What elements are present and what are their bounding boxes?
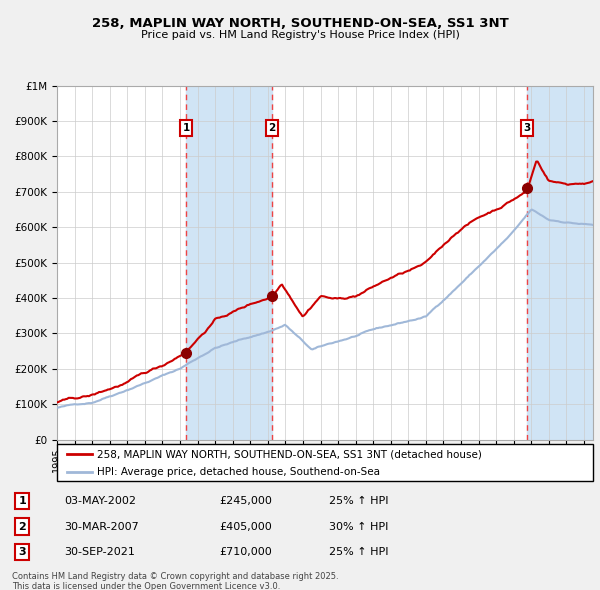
Text: Contains HM Land Registry data © Crown copyright and database right 2025.: Contains HM Land Registry data © Crown c… xyxy=(12,572,338,581)
Text: 30-MAR-2007: 30-MAR-2007 xyxy=(64,522,139,532)
Text: 3: 3 xyxy=(19,547,26,557)
Text: 258, MAPLIN WAY NORTH, SOUTHEND-ON-SEA, SS1 3NT (detached house): 258, MAPLIN WAY NORTH, SOUTHEND-ON-SEA, … xyxy=(97,449,482,459)
Text: 1: 1 xyxy=(182,123,190,133)
Bar xyxy=(186,86,272,440)
Text: 03-MAY-2002: 03-MAY-2002 xyxy=(64,496,136,506)
Text: 1: 1 xyxy=(19,496,26,506)
Text: £405,000: £405,000 xyxy=(220,522,272,532)
Text: 258, MAPLIN WAY NORTH, SOUTHEND-ON-SEA, SS1 3NT: 258, MAPLIN WAY NORTH, SOUTHEND-ON-SEA, … xyxy=(92,17,508,30)
Text: £245,000: £245,000 xyxy=(220,496,272,506)
Text: This data is licensed under the Open Government Licence v3.0.: This data is licensed under the Open Gov… xyxy=(12,582,280,590)
Text: 30% ↑ HPI: 30% ↑ HPI xyxy=(329,522,388,532)
Text: 3: 3 xyxy=(523,123,530,133)
Text: 25% ↑ HPI: 25% ↑ HPI xyxy=(329,547,388,557)
Bar xyxy=(527,86,593,440)
FancyBboxPatch shape xyxy=(57,444,593,481)
Text: Price paid vs. HM Land Registry's House Price Index (HPI): Price paid vs. HM Land Registry's House … xyxy=(140,30,460,40)
Text: 25% ↑ HPI: 25% ↑ HPI xyxy=(329,496,388,506)
Text: 2: 2 xyxy=(269,123,276,133)
Text: 2: 2 xyxy=(19,522,26,532)
Text: 30-SEP-2021: 30-SEP-2021 xyxy=(64,547,135,557)
Text: £710,000: £710,000 xyxy=(220,547,272,557)
Text: HPI: Average price, detached house, Southend-on-Sea: HPI: Average price, detached house, Sout… xyxy=(97,467,380,477)
